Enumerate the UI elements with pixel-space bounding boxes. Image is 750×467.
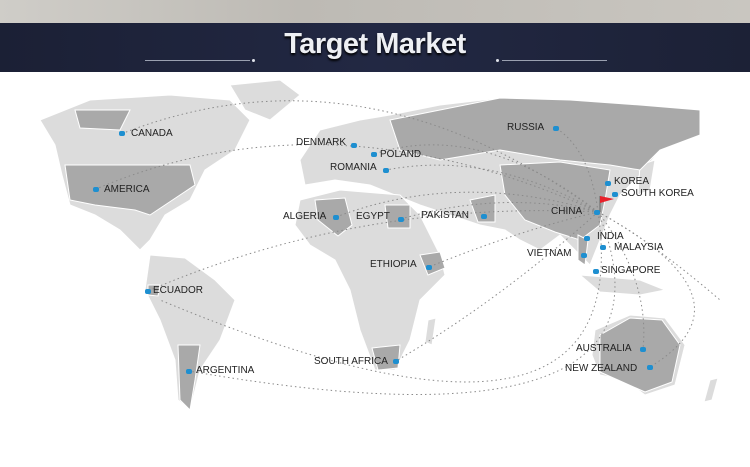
country-label: MALAYSIA: [614, 242, 664, 253]
country-label: NEW ZEALAND: [565, 363, 638, 374]
country-label: SINGAPORE: [601, 265, 661, 276]
route-pacific: [597, 211, 695, 368]
country-label: ROMANIA: [330, 162, 377, 173]
location-marker: [398, 217, 404, 222]
country-label: ALGERIA: [283, 211, 327, 222]
country-label: PAKISTAN: [421, 210, 469, 221]
location-marker: [647, 365, 653, 370]
country-label: ECUADOR: [153, 285, 204, 296]
route-ecuador: [147, 210, 599, 292]
country-label: AUSTRALIA: [576, 343, 632, 354]
country-label: VIETNAM: [527, 248, 572, 259]
highlight-russia: [389, 97, 701, 171]
location-marker: [186, 369, 192, 374]
country-label: KOREA: [614, 176, 650, 187]
country-label: ETHIOPIA: [370, 259, 417, 270]
location-marker: [119, 131, 125, 136]
greenland: [229, 79, 301, 121]
location-marker: [333, 215, 339, 220]
country-label: CHINA: [551, 206, 583, 217]
title-dot-left: [252, 59, 255, 62]
location-marker: [612, 192, 618, 197]
location-marker: [383, 168, 389, 173]
location-marker: [393, 359, 399, 364]
country-label: EGYPT: [356, 211, 390, 222]
highlight-australia: [599, 317, 681, 393]
route-australia: [597, 211, 645, 350]
title-divider-left: [145, 60, 250, 61]
location-marker: [93, 187, 99, 192]
country-label: INDIA: [597, 231, 624, 242]
highlight-pakistan: [469, 194, 496, 223]
indonesia: [578, 274, 667, 296]
location-marker: [553, 126, 559, 131]
highlight-china: [499, 161, 611, 241]
location-marker: [584, 236, 590, 241]
world-map: [39, 79, 721, 412]
location-marker: [426, 265, 432, 270]
location-marker: [640, 347, 646, 352]
location-marker: [600, 245, 606, 250]
route-south-africa: [395, 211, 599, 362]
new-zealand: [703, 377, 719, 403]
highlight-canada-east: [74, 109, 131, 131]
title-divider-right: [502, 60, 607, 61]
route-east: [597, 211, 721, 301]
route-russia: [555, 127, 599, 213]
country-label: CANADA: [131, 128, 173, 139]
route-europe: [373, 144, 599, 213]
country-label: SOUTH KOREA: [621, 188, 694, 199]
page-title: Target Market: [284, 28, 466, 60]
country-label: ARGENTINA: [196, 365, 255, 376]
highlight-egypt: [384, 204, 411, 229]
country-label: DENMARK: [296, 137, 347, 148]
red-flag-icon: [599, 196, 614, 212]
location-marker: [594, 210, 600, 215]
location-marker: [481, 214, 487, 219]
title-dot-right: [496, 59, 499, 62]
route-argentina-2: [159, 211, 602, 383]
location-marker: [581, 253, 587, 258]
country-label: AMERICA: [104, 184, 150, 195]
country-label: POLAND: [380, 149, 422, 160]
title-banner: [0, 23, 750, 72]
japan: [637, 159, 656, 196]
route-romania: [385, 164, 599, 213]
location-marker: [351, 143, 357, 148]
location-marker: [605, 181, 611, 186]
location-marker: [145, 289, 151, 294]
route-algeria: [335, 191, 599, 218]
location-marker: [593, 269, 599, 274]
top-photo-strip: [0, 0, 750, 23]
madagascar: [424, 317, 437, 346]
location-marker: [371, 152, 377, 157]
country-label: RUSSIA: [507, 122, 545, 133]
highlight-usa: [64, 164, 196, 216]
highlight-south-africa: [371, 344, 401, 371]
south-america: [144, 254, 236, 411]
country-label: SOUTH AFRICA: [314, 356, 388, 367]
highlight-argentina: [177, 344, 201, 412]
